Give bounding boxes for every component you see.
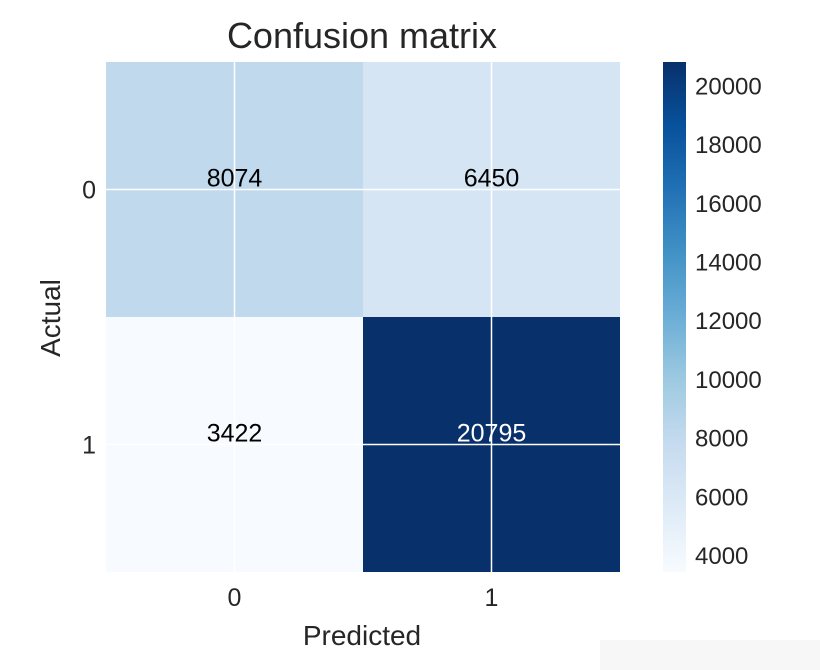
y-axis-label: Actual	[35, 279, 66, 357]
cell-value-1-1: 20795	[457, 420, 527, 448]
x-axis-label: Predicted	[303, 620, 421, 651]
colorbar-ticks: 4000 6000 8000 10000 12000 14000 16000 18000 200…	[695, 73, 762, 570]
colorbar-tick-label: 6000	[695, 484, 748, 511]
colorbar	[663, 62, 686, 572]
y-axis-ticks: 01	[82, 177, 96, 460]
heatmap-gridlines	[106, 62, 620, 572]
colorbar-tick-label: 14000	[695, 249, 762, 276]
cell-value-0-1: 6450	[464, 165, 520, 193]
x-tick-label: 1	[485, 584, 499, 612]
colorbar-tick-label: 20000	[695, 73, 762, 100]
heatmap-cells	[106, 62, 620, 572]
y-tick-label: 1	[82, 432, 96, 460]
heatmap-cell-labels: 8074 6450 3422 20795	[207, 165, 527, 448]
y-tick-label: 0	[82, 177, 96, 205]
colorbar-tick-label: 8000	[695, 426, 748, 453]
colorbar-tick-label: 16000	[695, 191, 762, 218]
cell-value-0-0: 8074	[207, 165, 263, 193]
colorbar-tick-label: 10000	[695, 367, 762, 394]
colorbar-tick-label: 12000	[695, 308, 762, 335]
colorbar-tick-label: 18000	[695, 132, 762, 159]
cell-value-1-0: 3422	[207, 420, 263, 448]
x-tick-label: 0	[228, 584, 242, 612]
page-shadow	[600, 640, 820, 670]
chart-title: Confusion matrix	[227, 15, 497, 56]
colorbar-tick-label: 4000	[695, 543, 748, 570]
